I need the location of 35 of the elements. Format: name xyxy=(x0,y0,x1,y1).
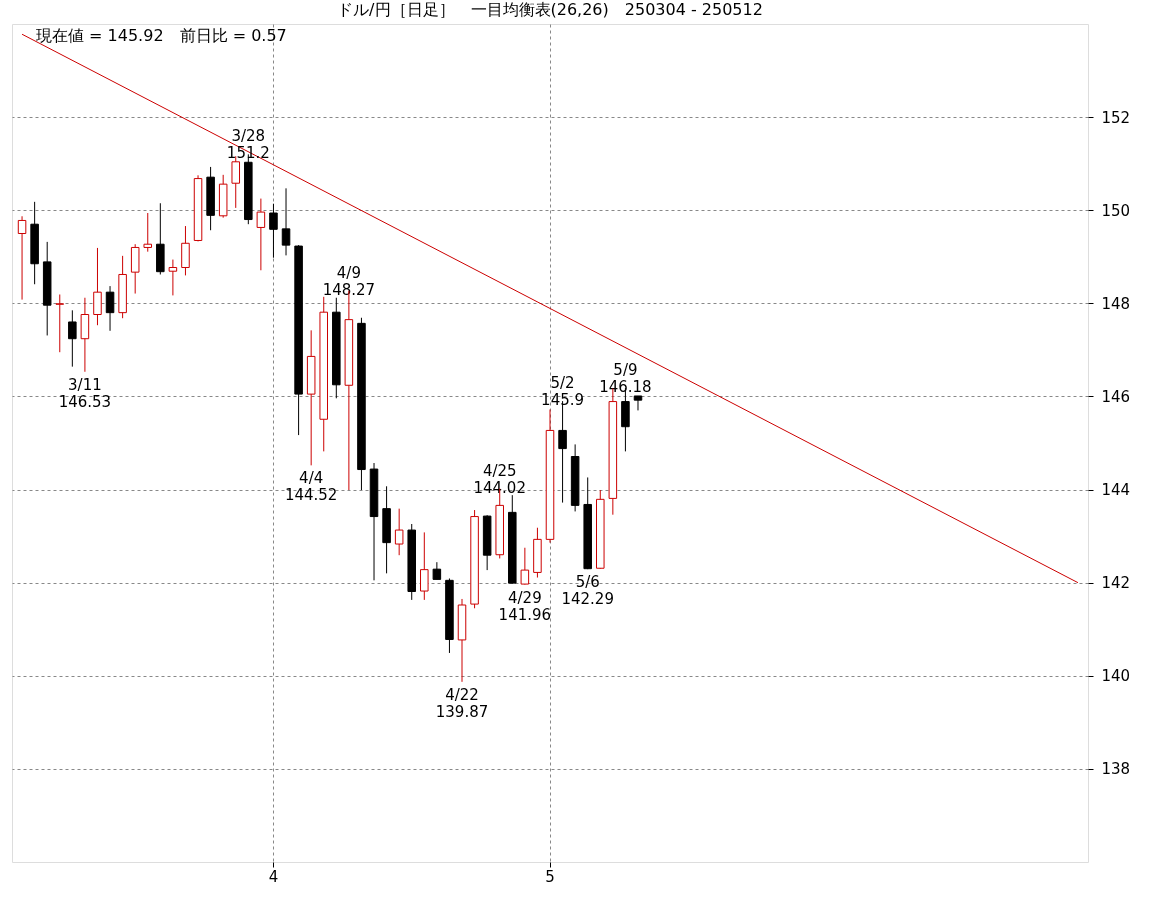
annotation: 現在値 = 145.92 前日比 = 0.57 xyxy=(36,26,287,45)
candlestick xyxy=(17,215,27,301)
candlestick xyxy=(168,259,178,296)
annotation: 4/29 141.96 xyxy=(498,588,552,624)
annotation: 4/9 148.27 xyxy=(322,263,376,299)
annotation: 4/25 144.02 xyxy=(473,461,526,497)
candlestick xyxy=(93,247,102,326)
y-tick-label: 138 xyxy=(1101,760,1131,779)
y-tick-label: 142 xyxy=(1101,574,1131,593)
candlestick xyxy=(105,285,115,332)
y-tick-label: 146 xyxy=(1101,387,1131,406)
annotation: 5/6 142.29 xyxy=(561,573,614,609)
candlestick xyxy=(68,309,77,368)
candlestick xyxy=(633,395,643,411)
y-tick-label: 144 xyxy=(1101,481,1131,500)
y-tick-label: 152 xyxy=(1101,108,1131,127)
annotation: 5/9 146.18 xyxy=(599,361,652,397)
candlestick xyxy=(281,187,291,256)
candlestick xyxy=(143,212,153,253)
annotation: 5/2 145.9 xyxy=(541,374,585,410)
candlestick xyxy=(55,293,65,353)
candlestick xyxy=(394,508,404,556)
chart-title: ドル/円［日足］ 一目均衡表(26,26) 250304 - 250512 xyxy=(337,0,763,19)
candlestick xyxy=(269,203,278,259)
candlestick xyxy=(256,198,266,271)
x-tick-label: 5 xyxy=(545,867,555,886)
annotation: 3/11 146.53 xyxy=(58,375,112,411)
candlestick xyxy=(420,531,429,601)
y-tick-label: 140 xyxy=(1101,667,1131,686)
candlestick xyxy=(520,547,530,586)
annotation: 4/22 139.87 xyxy=(435,685,489,721)
y-tick-label: 148 xyxy=(1101,294,1131,313)
x-tick-label: 4 xyxy=(268,867,279,886)
y-tick-label: 150 xyxy=(1101,201,1131,220)
annotation: 4/4 144.52 xyxy=(284,469,338,505)
